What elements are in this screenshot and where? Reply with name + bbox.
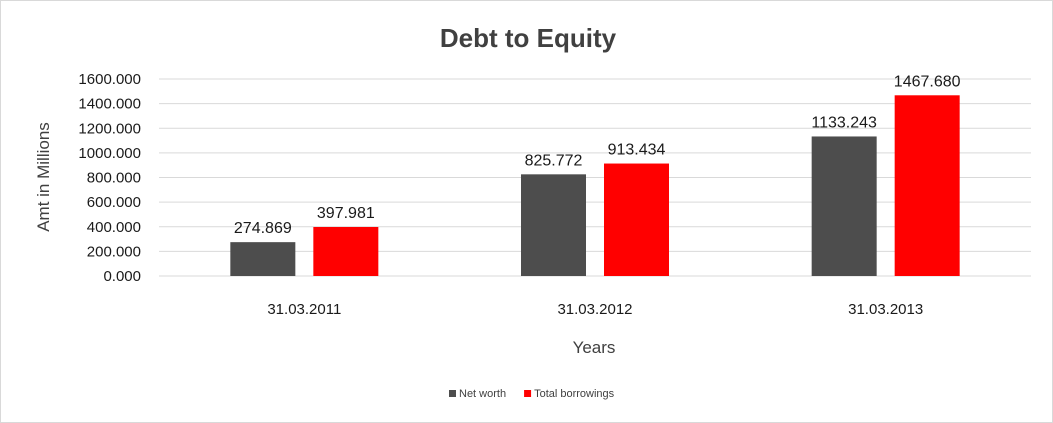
y-tick-label: 800.000 [87, 170, 141, 187]
bar-total-borrowings [604, 163, 669, 276]
bars [230, 95, 960, 276]
bar-total-borrowings [894, 95, 960, 276]
x-axis-ticks: 31.03.2011 31.03.2012 31.03.2013 [267, 301, 923, 318]
data-label: 1467.680 [894, 73, 961, 90]
gridlines [159, 78, 1031, 277]
y-axis-ticks: 0.000 200.000 400.000 600.000 800.000 1000.00… [78, 71, 141, 285]
bar-net-worth [230, 242, 296, 276]
data-label: 825.772 [525, 152, 583, 169]
x-tick-label: 31.03.2013 [848, 301, 923, 318]
bar-total-borrowings [313, 226, 379, 276]
y-tick-label: 0.000 [103, 268, 141, 285]
legend-swatch [449, 390, 456, 397]
x-tick-label: 31.03.2012 [557, 301, 632, 318]
y-axis-title: Amt in Millions [34, 122, 53, 232]
legend: Net worth Total borrowings [449, 388, 615, 400]
data-labels: 274.869 397.981 825.772 913.434 1133.243 1467… [234, 73, 961, 237]
y-tick-label: 600.000 [87, 194, 141, 211]
data-label: 1133.243 [811, 114, 877, 131]
x-axis-title: Years [573, 338, 616, 357]
legend-label: Total borrowings [534, 388, 615, 400]
legend-swatch [524, 390, 532, 397]
y-tick-label: 1000.000 [78, 145, 141, 162]
data-label: 274.869 [234, 220, 292, 237]
bar-net-worth [521, 174, 586, 276]
legend-label: Net worth [459, 388, 506, 400]
y-tick-label: 200.000 [87, 243, 141, 260]
y-tick-label: 1200.000 [78, 120, 141, 137]
data-label: 397.981 [317, 205, 375, 222]
x-tick-label: 31.03.2011 [267, 301, 341, 318]
y-tick-label: 1600.000 [78, 71, 141, 88]
chart-title: Debt to Equity [440, 23, 617, 53]
y-tick-label: 1400.000 [78, 96, 141, 113]
bar-net-worth [811, 136, 877, 276]
y-tick-label: 400.000 [87, 219, 141, 236]
data-label: 913.434 [608, 142, 666, 159]
